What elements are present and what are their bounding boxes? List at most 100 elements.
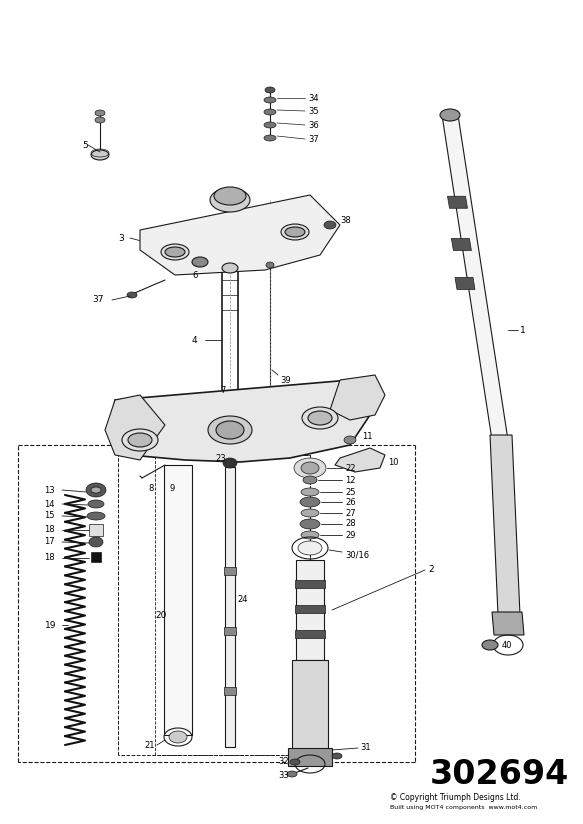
- Ellipse shape: [91, 487, 101, 493]
- Text: 21: 21: [144, 741, 154, 750]
- Text: 30/16: 30/16: [345, 550, 369, 559]
- Text: 13: 13: [44, 485, 55, 494]
- Ellipse shape: [301, 531, 319, 539]
- Polygon shape: [110, 380, 370, 462]
- Text: 6: 6: [192, 270, 198, 279]
- Text: 37: 37: [92, 296, 104, 305]
- Ellipse shape: [301, 462, 319, 474]
- Bar: [292, 660, 328, 750]
- Ellipse shape: [128, 433, 152, 447]
- Polygon shape: [330, 375, 385, 420]
- Ellipse shape: [332, 753, 342, 759]
- Ellipse shape: [89, 537, 103, 547]
- Text: 23: 23: [215, 453, 226, 462]
- Ellipse shape: [302, 407, 338, 429]
- Ellipse shape: [344, 436, 356, 444]
- Ellipse shape: [266, 262, 274, 268]
- Ellipse shape: [208, 416, 252, 444]
- Text: 7: 7: [220, 386, 226, 395]
- Ellipse shape: [91, 150, 109, 160]
- Ellipse shape: [308, 411, 332, 425]
- Bar: [91, 552, 101, 562]
- Polygon shape: [442, 115, 508, 440]
- Text: 302694: 302694: [430, 759, 569, 792]
- Polygon shape: [448, 196, 468, 208]
- Text: 28: 28: [345, 519, 356, 528]
- Text: 1: 1: [520, 325, 526, 335]
- Text: 31: 31: [360, 743, 371, 752]
- Text: 40: 40: [502, 640, 512, 649]
- Ellipse shape: [287, 771, 297, 777]
- Text: 33: 33: [278, 771, 289, 780]
- Ellipse shape: [122, 429, 158, 451]
- Ellipse shape: [264, 97, 276, 103]
- Ellipse shape: [192, 257, 208, 267]
- Ellipse shape: [216, 421, 244, 439]
- Text: 18: 18: [44, 526, 55, 535]
- Polygon shape: [492, 612, 524, 635]
- Ellipse shape: [482, 640, 498, 650]
- Text: 8: 8: [148, 484, 153, 493]
- Ellipse shape: [167, 467, 183, 477]
- Ellipse shape: [95, 117, 105, 123]
- Bar: [89, 524, 103, 536]
- Text: 18: 18: [44, 554, 55, 563]
- Text: Built using MOT4 components  www.mot4.com: Built using MOT4 components www.mot4.com: [390, 806, 538, 811]
- Polygon shape: [490, 435, 520, 615]
- Bar: [224, 687, 236, 695]
- Ellipse shape: [210, 188, 250, 212]
- Text: 32: 32: [278, 757, 289, 766]
- Ellipse shape: [169, 731, 187, 743]
- Text: 12: 12: [345, 475, 356, 485]
- Text: 5: 5: [82, 141, 88, 149]
- Polygon shape: [335, 448, 385, 472]
- Text: 9: 9: [170, 484, 175, 493]
- Bar: [295, 580, 325, 588]
- Ellipse shape: [95, 110, 105, 116]
- Bar: [164, 465, 192, 735]
- Text: 4: 4: [192, 335, 198, 344]
- Ellipse shape: [264, 135, 276, 141]
- Ellipse shape: [300, 519, 320, 529]
- Text: 20: 20: [155, 611, 166, 620]
- Text: 15: 15: [44, 512, 54, 521]
- Polygon shape: [455, 278, 475, 289]
- Text: 24: 24: [237, 596, 248, 605]
- Bar: [295, 605, 325, 613]
- Ellipse shape: [214, 187, 246, 205]
- Text: 39: 39: [280, 376, 290, 385]
- Polygon shape: [451, 238, 472, 250]
- Text: 35: 35: [308, 106, 319, 115]
- Ellipse shape: [301, 488, 319, 496]
- Text: 14: 14: [44, 499, 54, 508]
- Ellipse shape: [294, 458, 326, 478]
- Ellipse shape: [222, 263, 238, 273]
- Bar: [288, 748, 332, 766]
- Ellipse shape: [88, 500, 104, 508]
- Text: 26: 26: [345, 498, 356, 507]
- Ellipse shape: [127, 292, 137, 298]
- Ellipse shape: [281, 224, 309, 240]
- Ellipse shape: [298, 541, 322, 555]
- Polygon shape: [140, 195, 340, 275]
- Text: 37: 37: [308, 134, 319, 143]
- Bar: [296, 560, 324, 660]
- Text: © Copyright Triumph Designs Ltd.: © Copyright Triumph Designs Ltd.: [390, 794, 521, 803]
- Ellipse shape: [86, 483, 106, 497]
- Text: 34: 34: [308, 93, 319, 102]
- Ellipse shape: [300, 497, 320, 507]
- Ellipse shape: [285, 227, 305, 237]
- Text: 17: 17: [44, 537, 55, 546]
- Ellipse shape: [303, 476, 317, 484]
- Text: 19: 19: [45, 620, 57, 630]
- Text: 25: 25: [345, 488, 356, 497]
- Bar: [225, 467, 235, 747]
- Ellipse shape: [165, 247, 185, 257]
- Polygon shape: [105, 395, 165, 460]
- Bar: [224, 627, 236, 635]
- Text: 2: 2: [428, 565, 434, 574]
- Text: 29: 29: [345, 531, 356, 540]
- Text: 3: 3: [118, 233, 124, 242]
- Ellipse shape: [264, 109, 276, 115]
- Ellipse shape: [223, 458, 237, 468]
